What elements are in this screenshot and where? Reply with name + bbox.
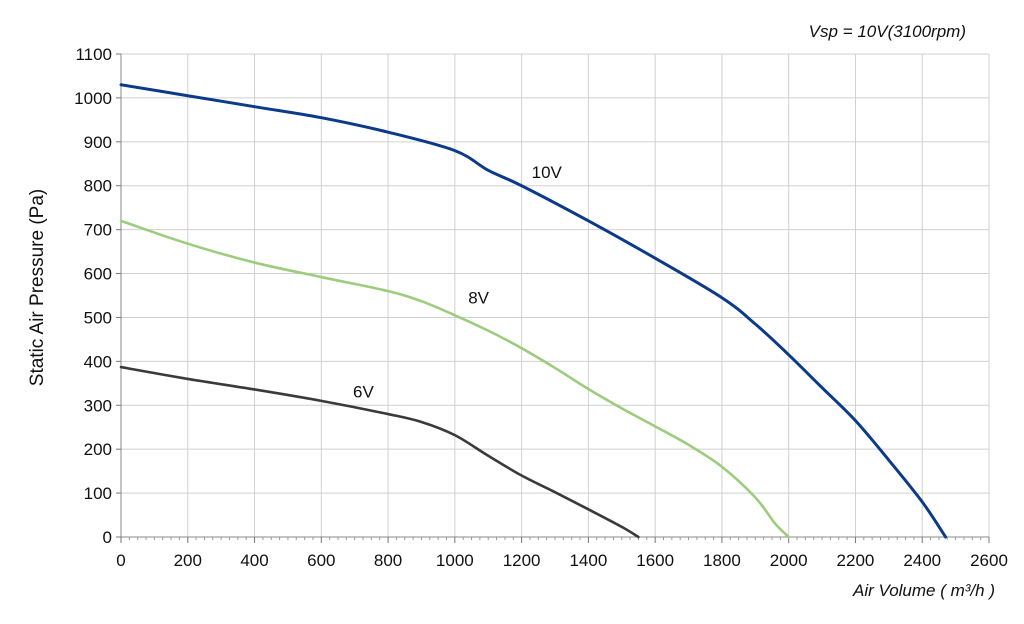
curve-labels: 10V 8V 6V <box>353 163 563 402</box>
x-tick-label: 1600 <box>636 551 674 570</box>
curve-label-6v: 6V <box>353 382 374 401</box>
y-tick-label: 300 <box>84 396 112 415</box>
curve-8v <box>119 219 790 539</box>
chart-subtitle: Vsp = 10V(3100rpm) <box>809 22 966 41</box>
x-tick-label: 0 <box>116 551 125 570</box>
x-axis-title: Air Volume ( m³/h ) <box>852 581 995 600</box>
curve-label-8v: 8V <box>468 288 489 307</box>
x-tick-label: 2600 <box>970 551 1008 570</box>
x-tick-label: 1200 <box>503 551 541 570</box>
x-tick-label: 800 <box>374 551 402 570</box>
y-tick-label: 400 <box>84 352 112 371</box>
y-axis-ticks: 0 100 200 300 400 500 600 700 800 900 1000 1100 <box>74 45 121 547</box>
y-tick-label: 1000 <box>74 89 112 108</box>
y-tick-label: 700 <box>84 221 112 240</box>
axes <box>120 54 989 538</box>
y-tick-label: 900 <box>84 133 112 152</box>
x-axis-ticks: 0 200 400 600 800 1000 1200 1400 1600 1800 2000 220… <box>116 537 1008 570</box>
curve-6v <box>119 365 640 539</box>
x-tick-label: 200 <box>174 551 202 570</box>
y-axis-title: Static Air Pressure (Pa) <box>27 189 48 386</box>
curves <box>119 83 948 539</box>
x-tick-label: 1400 <box>569 551 607 570</box>
y-tick-label: 600 <box>84 265 112 284</box>
x-tick-label: 1000 <box>436 551 474 570</box>
y-tick-label: 800 <box>84 177 112 196</box>
curve-label-10v: 10V <box>532 163 563 182</box>
x-tick-label: 1800 <box>703 551 741 570</box>
y-tick-label: 1100 <box>75 45 112 64</box>
x-tick-label: 2000 <box>770 551 808 570</box>
y-tick-label: 0 <box>103 528 112 547</box>
y-tick-label: 100 <box>84 484 112 503</box>
x-tick-label: 400 <box>240 551 268 570</box>
grid <box>121 53 990 537</box>
y-tick-label: 500 <box>84 308 112 327</box>
x-tick-label: 2400 <box>903 551 941 570</box>
x-tick-label: 2200 <box>837 551 875 570</box>
curve-10v <box>119 83 948 539</box>
y-tick-label: 200 <box>84 440 112 459</box>
x-tick-label: 600 <box>307 551 335 570</box>
